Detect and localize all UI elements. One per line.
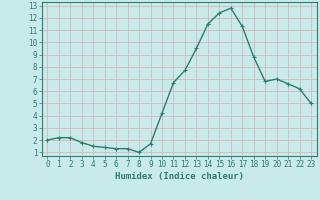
X-axis label: Humidex (Indice chaleur): Humidex (Indice chaleur)	[115, 172, 244, 181]
